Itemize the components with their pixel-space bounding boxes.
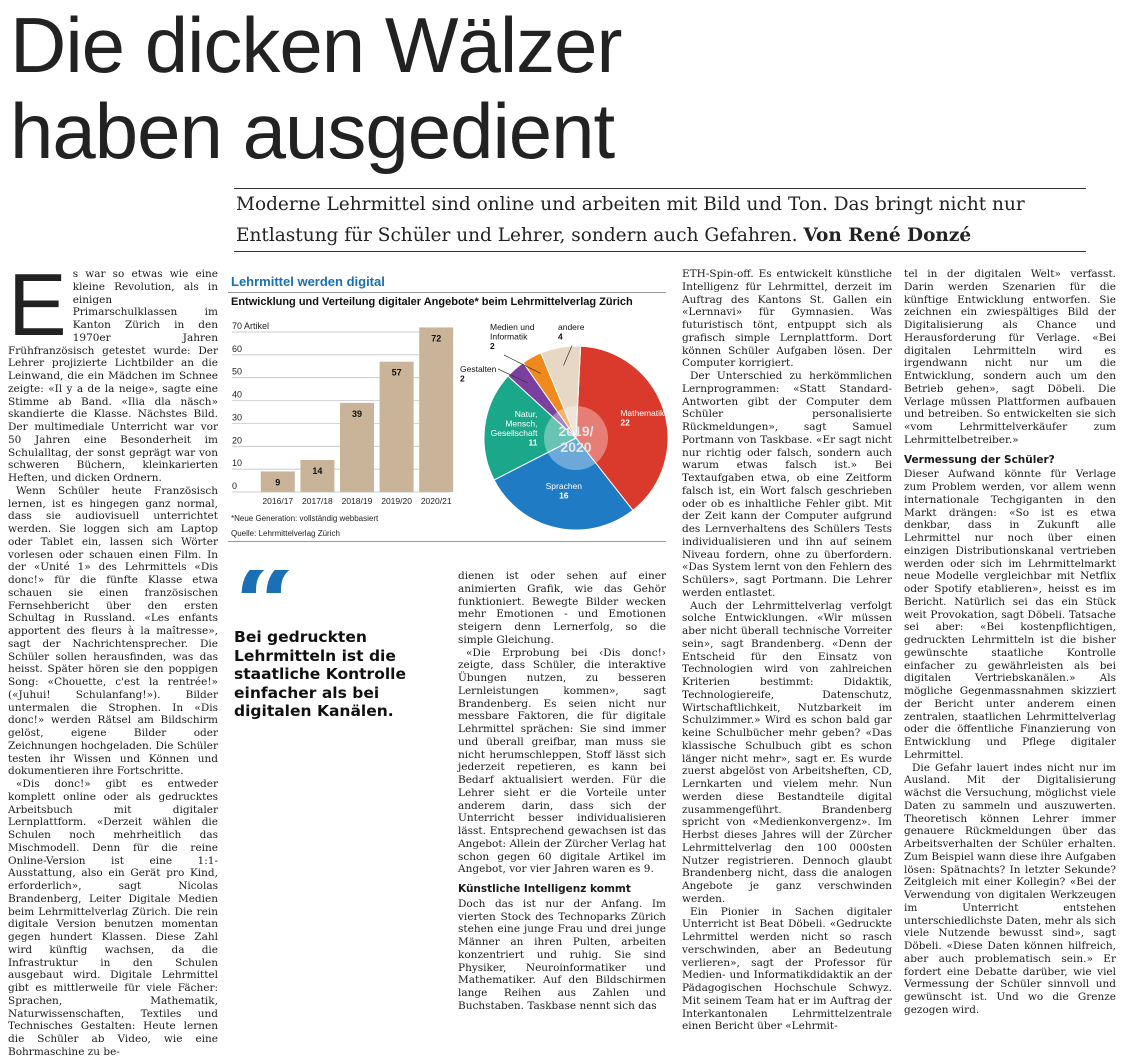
leader-line <box>503 354 541 374</box>
bar-value-label: 14 <box>312 466 322 476</box>
headline-line-1: Die dicken Wälzer <box>10 1 623 89</box>
bar-value-label: 9 <box>275 477 280 487</box>
pie-center <box>544 406 608 470</box>
subline-text: Moderne Lehrmittel sind online und arbei… <box>234 189 1086 251</box>
pie-slice-label: 2 <box>460 374 465 384</box>
headline-line-2: haben ausgedient <box>10 87 615 175</box>
pie-slice-label: Mathematik <box>620 408 665 418</box>
pie-slice <box>540 345 582 439</box>
bar-value-label: 39 <box>352 409 362 419</box>
subline-lead: Moderne Lehrmittel sind online und arbei… <box>236 194 1025 246</box>
bar <box>419 327 454 492</box>
pull-quote: “ Bei gedruckten Lehrmitteln ist die sta… <box>234 570 434 721</box>
article-column-2: dienen ist oder sehen auf einer animiert… <box>458 570 666 1013</box>
pie-slice-label: 11 <box>528 437 537 447</box>
pie-slice-label: Mensch, <box>505 418 537 428</box>
paragraph: ETH-Spin-off. Es entwickelt künstliche I… <box>682 268 892 370</box>
byline: Von René Donzé <box>803 225 972 246</box>
quote-mark-icon: “ <box>234 570 434 628</box>
pie-slice-label: andere <box>558 322 585 332</box>
x-tick-label: 2020/21 <box>421 496 452 506</box>
paragraph: Ein Pionier in Sachen digitaler Unterric… <box>682 905 892 1033</box>
bar <box>379 361 414 492</box>
bar <box>300 460 335 492</box>
bar-value-label: 57 <box>392 368 402 378</box>
pie-center-label: 2020 <box>560 439 591 455</box>
paragraph: Wenn Schüler heute Französisch lernen, i… <box>8 484 219 778</box>
x-tick-label: 2018/19 <box>342 496 373 506</box>
pie-slice-label: Gestalten <box>460 364 497 374</box>
paragraph: «Die Erprobung bei ‹Dis donc!› zeigte, d… <box>458 646 666 876</box>
chart-title: Lehrmittel werden digital <box>231 274 385 289</box>
leader-line <box>563 345 573 366</box>
leader-line <box>497 368 528 384</box>
y-tick-label: 30 <box>232 412 242 422</box>
pie-slice-label: 16 <box>559 491 569 501</box>
bar-value-label: 72 <box>431 333 441 343</box>
paragraph: «Dis donc!» gibt es entweder komplett on… <box>8 778 218 1058</box>
chart-source: Quelle: Lehrmittelverlag Zürich <box>231 529 340 538</box>
chart-subtitle: Entwicklung und Verteilung digitaler Ang… <box>231 296 633 308</box>
article-column-4: tel in der digitalen Welt» verfasst. Dar… <box>904 268 1116 1017</box>
infographic: Lehrmittel werden digital Entwicklung un… <box>228 270 668 542</box>
pie-slice <box>483 375 577 481</box>
drop-cap: E <box>8 255 67 354</box>
pie-slice-label: Natur, <box>515 409 538 419</box>
section-heading: Vermessung der Schüler? <box>904 453 1055 466</box>
pull-quote-text: Bei gedruckten Lehrmitteln ist die staat… <box>234 628 406 720</box>
y-tick-label: 50 <box>232 367 242 377</box>
pie-slice-label: Medien und <box>490 322 535 332</box>
pie-slice-label: 4 <box>558 332 563 342</box>
pie-center-label: 2019/ <box>558 423 593 439</box>
paragraph: Auch der Lehrmittelverlag verfolgt solch… <box>682 599 892 905</box>
subline: Moderne Lehrmittel sind online und arbei… <box>234 188 1086 252</box>
y-tick-label: 40 <box>232 390 242 400</box>
y-tick-label: 70 Artikel <box>232 321 269 331</box>
paragraph: Dieser Aufwand könnte für Verlage zum Pr… <box>904 468 1116 761</box>
bar <box>340 402 374 492</box>
paragraph: dienen ist oder sehen auf einer animiert… <box>458 570 666 646</box>
paragraph: Der Unterschied zu herkömmlichen Lernpro… <box>682 370 892 599</box>
headline: Die dicken Wälzer haben ausgedient <box>10 1 623 175</box>
chart-note: *Neue Generation: vollständig webbasiert <box>231 514 379 523</box>
paragraph: s war so etwas wie eine kleine Revolutio… <box>8 268 218 484</box>
y-tick-label: 20 <box>232 435 242 445</box>
paragraph: Die Gefahr lauert indes nicht nur im Aus… <box>904 761 1116 1016</box>
x-tick-label: 2017/18 <box>302 496 333 506</box>
y-tick-label: 10 <box>232 458 242 468</box>
y-tick-label: 0 <box>232 481 237 491</box>
article-column-3: ETH-Spin-off. Es entwickelt künstliche I… <box>682 268 892 1033</box>
chart-canvas: 0 10 20 30 40 50 60 70 Artikel 9 2016/17 14 2017/18… <box>232 321 668 531</box>
article-column-1: E s war so etwas wie eine kleine Revolut… <box>8 255 219 1059</box>
paragraph: tel in der digitalen Welt» verfasst. Dar… <box>904 268 1116 446</box>
paragraph: Doch das ist nur der Anfang. Im vierten … <box>458 897 666 1012</box>
pie-slice-label: Informatik <box>490 332 528 342</box>
chart-rule <box>228 292 666 293</box>
chart-rule <box>228 541 666 542</box>
pie-slice <box>493 437 634 531</box>
pie-slice-label: 2 <box>490 341 495 351</box>
x-tick-label: 2016/17 <box>262 496 293 506</box>
x-tick-label: 2019/20 <box>381 496 412 506</box>
y-tick-label: 60 <box>232 344 242 354</box>
pie-slice-label: Gesellschaft <box>491 428 538 438</box>
pie-slice <box>575 345 668 512</box>
pie-slice-label: 22 <box>620 418 630 428</box>
section-heading: Künstliche Intelligenz kommt <box>458 883 631 895</box>
pie-slice-label: Sprachen <box>546 481 583 491</box>
bar <box>260 471 295 492</box>
